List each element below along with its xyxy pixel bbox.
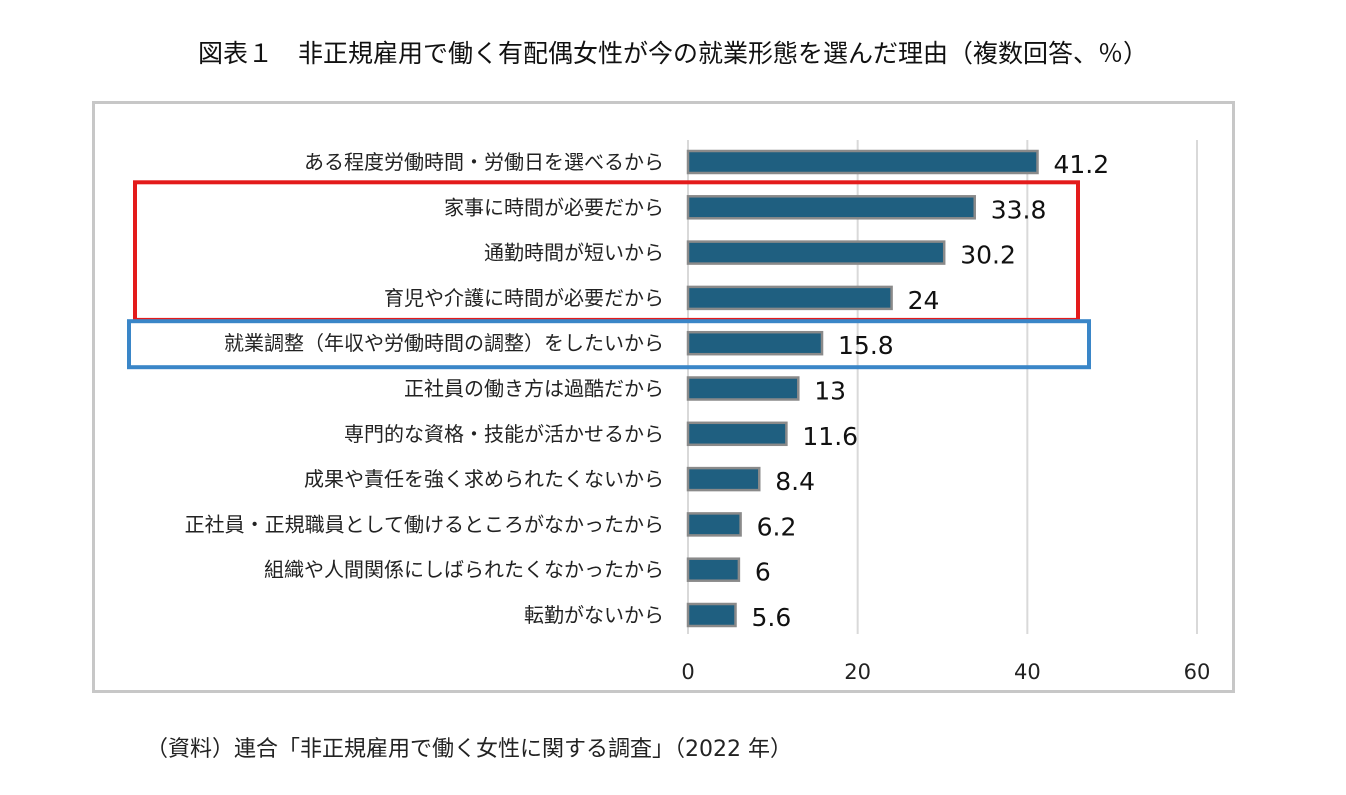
data-label: 33.8	[991, 195, 1047, 224]
bar	[686, 466, 761, 492]
x-tick-label: 40	[1014, 660, 1041, 684]
data-label: 6.2	[757, 512, 797, 541]
category-label: 専門的な資格・技能が活かせるから	[344, 422, 664, 446]
category-label: 通勤時間が短いから	[484, 241, 664, 265]
bar	[686, 376, 800, 401]
x-tick-label: 0	[681, 660, 694, 684]
category-label: 家事に時間が必要だから	[444, 195, 664, 219]
data-label: 11.6	[802, 422, 858, 451]
data-label: 8.4	[775, 467, 815, 496]
x-tick-label: 60	[1184, 660, 1211, 684]
data-label: 6	[755, 558, 771, 587]
bar	[686, 557, 741, 582]
bar	[686, 240, 946, 265]
x-tick-label: 20	[844, 660, 871, 684]
data-label: 24	[908, 286, 940, 315]
data-label: 41.2	[1054, 150, 1110, 179]
chart-title: 図表１ 非正規雇用で働く有配偶女性が今の就業形態を選んだ理由（複数回答、％）	[197, 39, 1148, 68]
data-label: 15.8	[838, 331, 894, 360]
category-label: 正社員の働き方は過酷だから	[404, 377, 664, 401]
bar	[686, 512, 742, 537]
category-label: 転勤がないから	[524, 603, 664, 627]
data-label: 5.6	[752, 603, 792, 632]
source-note: （資料）連合「非正規雇用で働く女性に関する調査」（2022 年）	[146, 737, 792, 762]
bar	[686, 285, 893, 311]
category-label: 就業調整（年収や労働時間の調整）をしたいから	[224, 331, 664, 355]
chart-frame	[92, 101, 1235, 693]
bar	[686, 602, 737, 628]
category-label: 組織や人間関係にしばられたくなかったから	[264, 558, 664, 582]
category-label: 正社員・正規職員として働けるところがなかったから	[185, 512, 664, 536]
category-label: 成果や責任を強く求められたくないから	[304, 467, 664, 491]
bar	[686, 149, 1039, 175]
data-label: 30.2	[960, 241, 1016, 270]
bar	[686, 195, 976, 220]
bar	[686, 330, 824, 356]
data-label: 13	[814, 377, 846, 406]
category-label: ある程度労働時間・労働日を選べるから	[304, 150, 664, 174]
category-label: 育児や介護に時間が必要だから	[384, 286, 664, 310]
highlight-box-blue	[127, 319, 1091, 370]
bar	[686, 421, 788, 447]
